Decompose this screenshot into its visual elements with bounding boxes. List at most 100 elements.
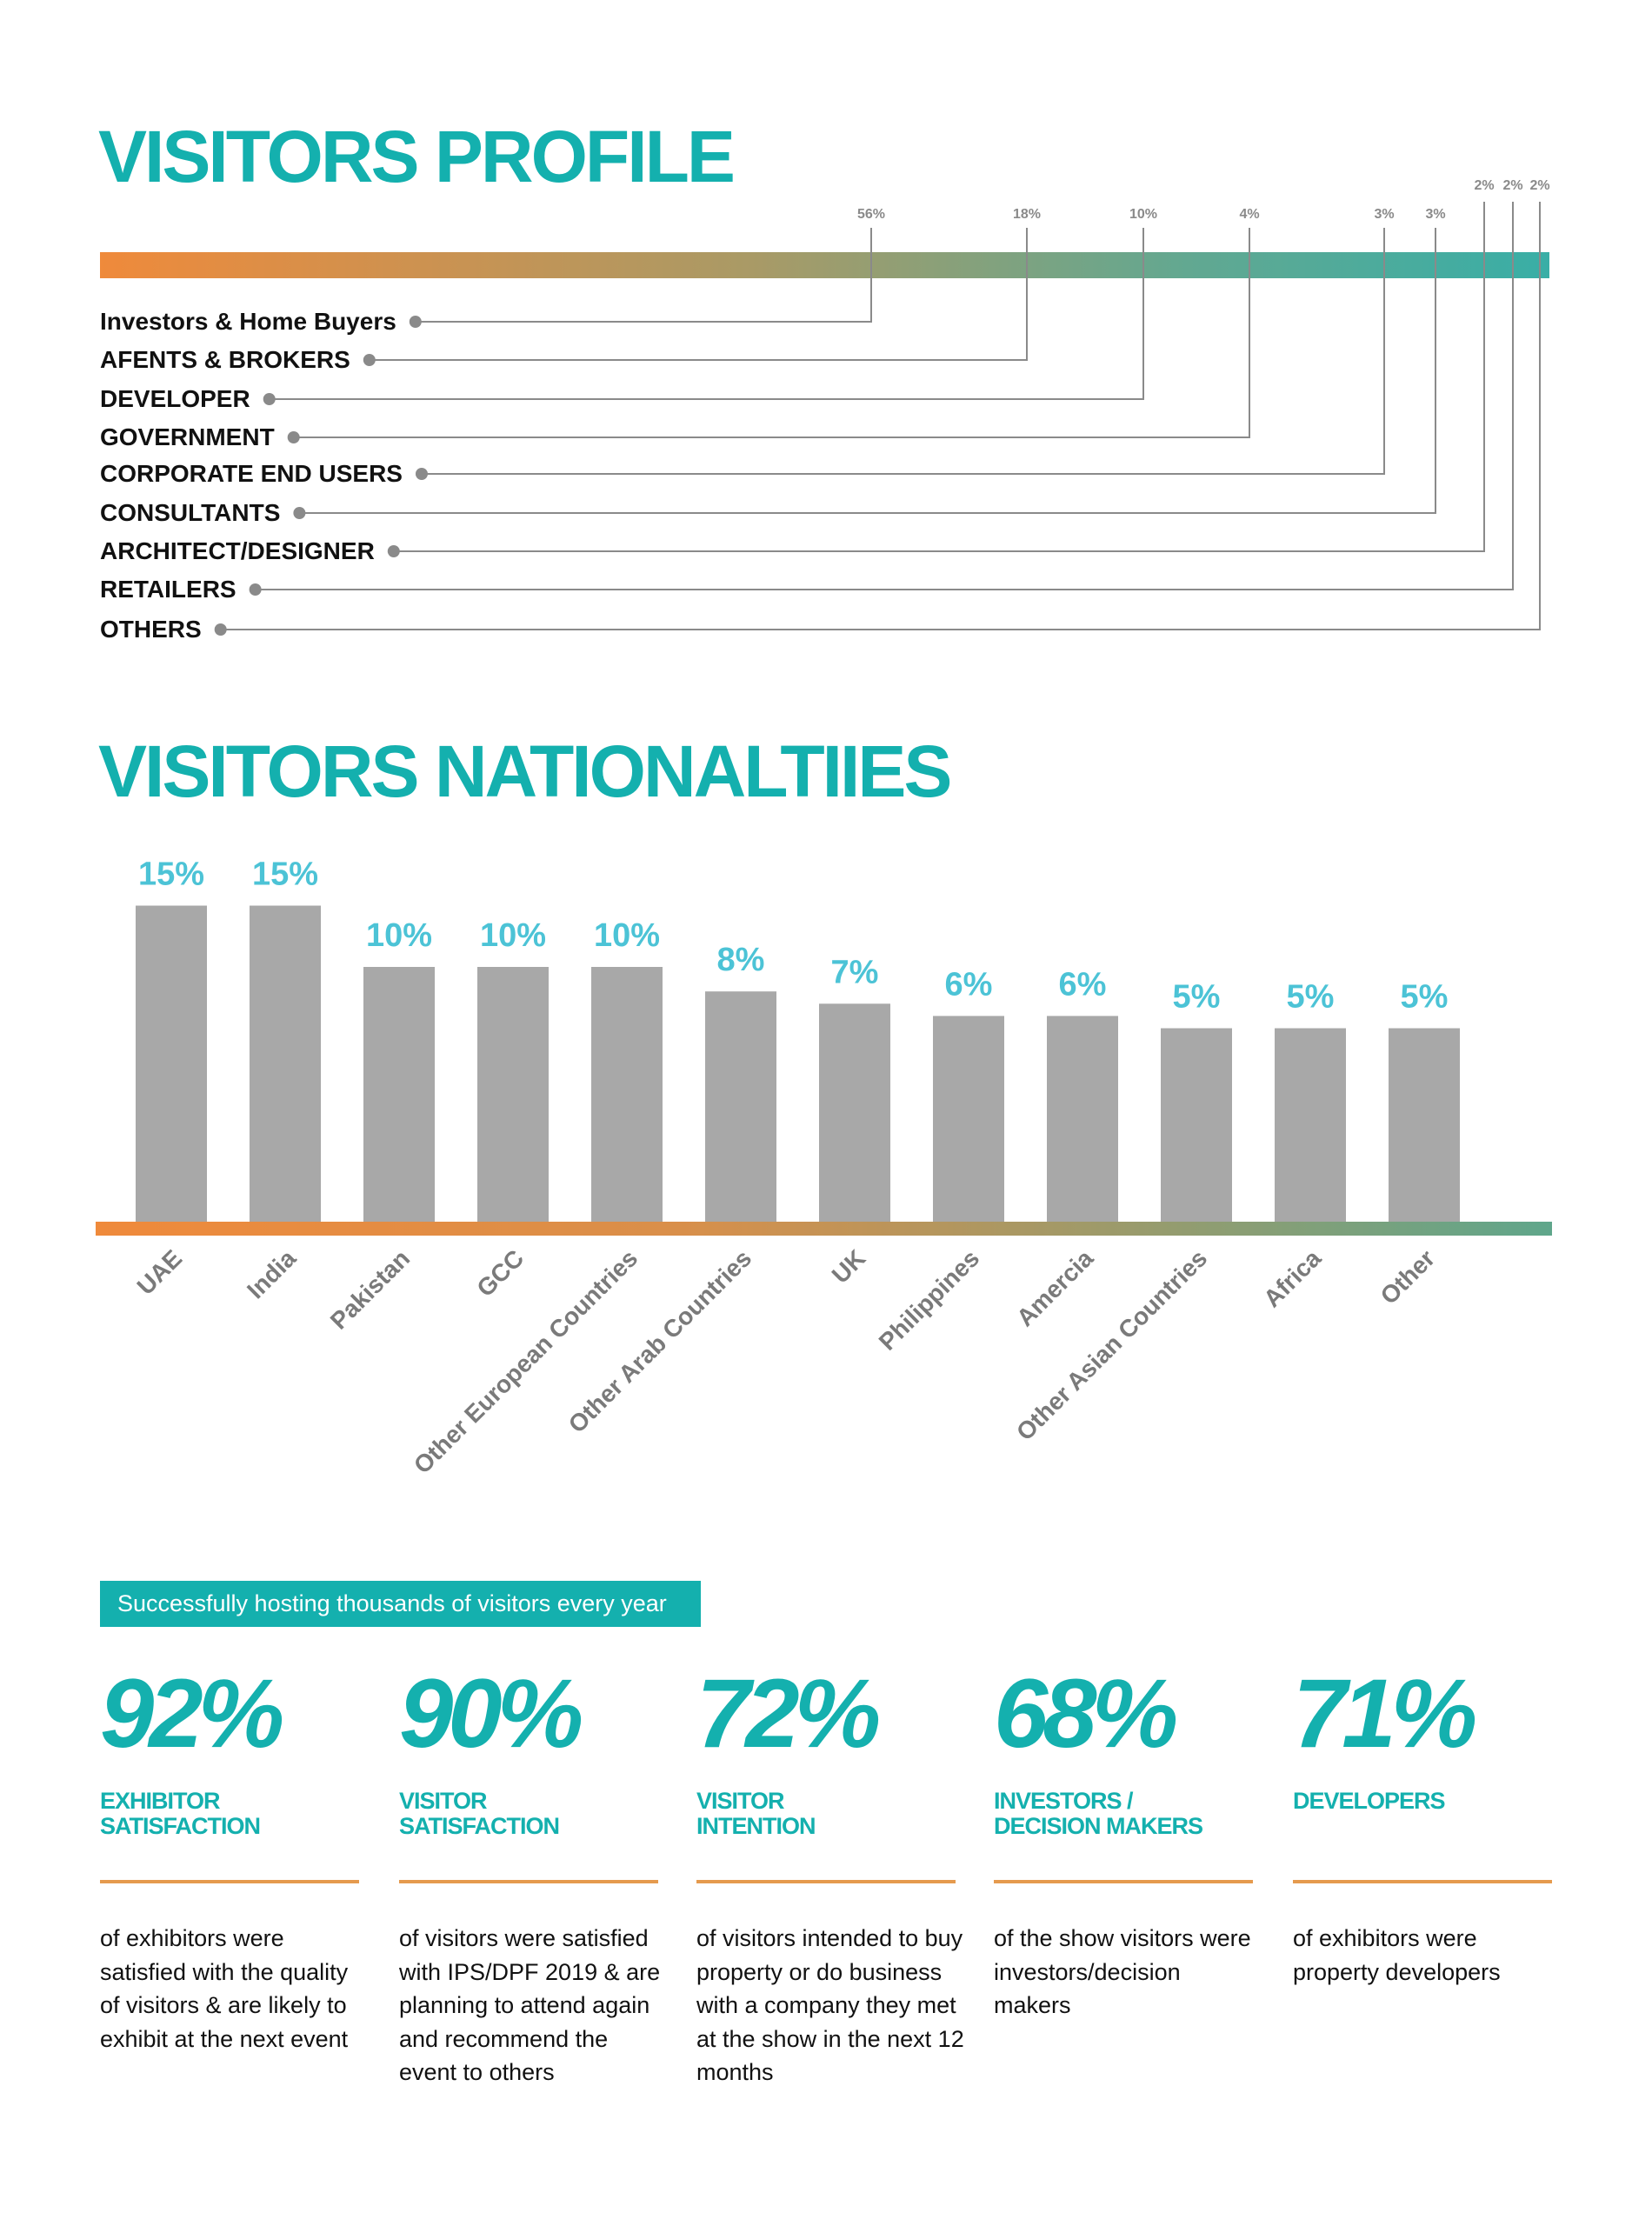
stat-category: DEVELOPERS [1293,1789,1446,1814]
value-label: 5% [1401,979,1449,1016]
bar [1161,1028,1232,1222]
profile-percent: 18% [1012,207,1042,222]
value-label: 7% [831,954,879,990]
profile-label: CORPORATE END USERS [100,460,403,487]
value-label: 15% [138,856,204,893]
profile-label: DEVELOPER [100,385,250,412]
category-label: Pakistan [325,1244,415,1334]
stat-description: of exhibitors were satisfied with the qu… [100,1925,349,2052]
value-label: 10% [366,917,432,954]
connector-dot [287,431,300,443]
stat-category-line: INTENTION [696,1813,816,1839]
connector-line [421,228,1385,475]
divider [1293,1880,1552,1883]
connector-dot [415,468,428,480]
value-label: 5% [1173,979,1221,1016]
bar [1047,1016,1118,1222]
nationalities-bar-chart: 15% UAE 15% India 10% Pakistan 10% GCC 10% Other … [96,856,1552,1479]
x-axis-line [96,1222,1552,1236]
divider [100,1880,359,1883]
connector-dot [409,316,422,328]
profile-label: Investors & Home Buyers [100,308,396,335]
profile-percent: 2% [1474,178,1495,193]
value-label: 10% [480,917,546,954]
stat-value: 71% [1293,1659,1477,1768]
value-label: 8% [717,942,765,978]
connector-dot [293,507,306,519]
bar [933,1016,1004,1222]
connector-dot [214,623,227,636]
connector-line [369,228,1028,361]
connector-dot [387,545,400,557]
profile-label: ARCHITECT/DESIGNER [100,537,375,564]
stat-value: 90% [399,1659,583,1768]
category-label: Other [1376,1244,1441,1310]
connector-line [299,228,1436,514]
profile-label: CONSULTANTS [100,499,281,526]
category-label: UK [827,1244,871,1289]
stat-category: EXHIBITOR SATISFACTION [100,1788,261,1839]
stat-description: of visitors intended to buy property or … [696,1925,964,2085]
value-label: 15% [252,856,318,893]
profile-percent: 3% [1374,207,1395,222]
visitors-profile-title: VISITORS PROFILE [98,116,736,197]
stat-category-line: SATISFACTION [100,1813,261,1839]
stat-category-line: INVESTORS / [994,1788,1134,1814]
profile-label: OTHERS [100,616,202,643]
stat-card: 90% VISITOR SATISFACTION of visitors were s… [399,1659,660,2085]
connector-line [415,228,872,323]
connector-line [393,202,1485,552]
bar [705,991,776,1222]
connector-line [269,228,1144,400]
stat-value: 72% [696,1659,881,1768]
value-label: 6% [1059,966,1107,1003]
category-label: GCC [471,1244,529,1302]
stat-description: of exhibitors were property developers [1293,1925,1501,1985]
value-label: 5% [1287,979,1335,1016]
divider [994,1880,1253,1883]
profile-gradient-bar [100,252,1549,278]
stat-description: of the show visitors were investors/deci… [994,1925,1251,2018]
bar [136,905,207,1222]
stat-card: 71% DEVELOPERS of exhibitors were property… [1293,1659,1554,1985]
profile-percent: 2% [1502,178,1523,193]
connector-line [255,202,1514,590]
category-label: Philippines [874,1244,985,1356]
stat-card: 92% EXHIBITOR SATISFACTION of exhibitors we… [100,1659,361,2052]
stat-value: 92% [100,1659,284,1768]
category-label: Africa [1258,1244,1326,1312]
stat-category: VISITOR SATISFACTION [399,1788,560,1839]
profile-label: GOVERNMENT [100,423,275,450]
connector-line [293,228,1250,438]
profile-percent: 4% [1239,207,1260,222]
bar [1389,1028,1460,1222]
value-label: 10% [594,917,660,954]
profile-percent: 3% [1425,207,1446,222]
divider [399,1880,658,1883]
profile-percent: 2% [1529,178,1550,193]
stat-card: 68% INVESTORS / DECISION MAKERS of the show… [994,1665,1255,2018]
category-label: Other Asian Countries [1011,1244,1212,1445]
stat-description: of visitors were satisfied with IPS/DPF … [399,1925,661,2085]
stat-category-line: EXHIBITOR [100,1788,221,1814]
connector-dot [263,393,276,405]
profile-percent: 10% [1129,207,1158,222]
stat-category: INVESTORS / DECISION MAKERS [994,1788,1203,1839]
bar [1275,1028,1346,1222]
category-label: UAE [132,1244,188,1300]
profile-label: AFENTS & BROKERS [100,346,350,373]
bar [591,967,663,1222]
stat-category-line: VISITOR [399,1788,488,1814]
category-label: Other Arab Countries [563,1244,757,1438]
banner: Successfully hosting thousands of visito… [100,1581,701,1627]
stat-category-line: VISITOR [696,1788,785,1814]
connector-line [220,202,1541,630]
stat-category: VISITOR INTENTION [696,1789,816,1839]
profile-percent: 56% [856,207,886,222]
profile-connectors [214,202,1541,636]
category-label: Other European Countries [409,1244,643,1478]
bar [250,905,321,1222]
stat-card: 72% VISITOR INTENTION of visitors intended … [696,1659,964,2085]
connector-dot [249,583,262,596]
bar [819,1003,890,1222]
